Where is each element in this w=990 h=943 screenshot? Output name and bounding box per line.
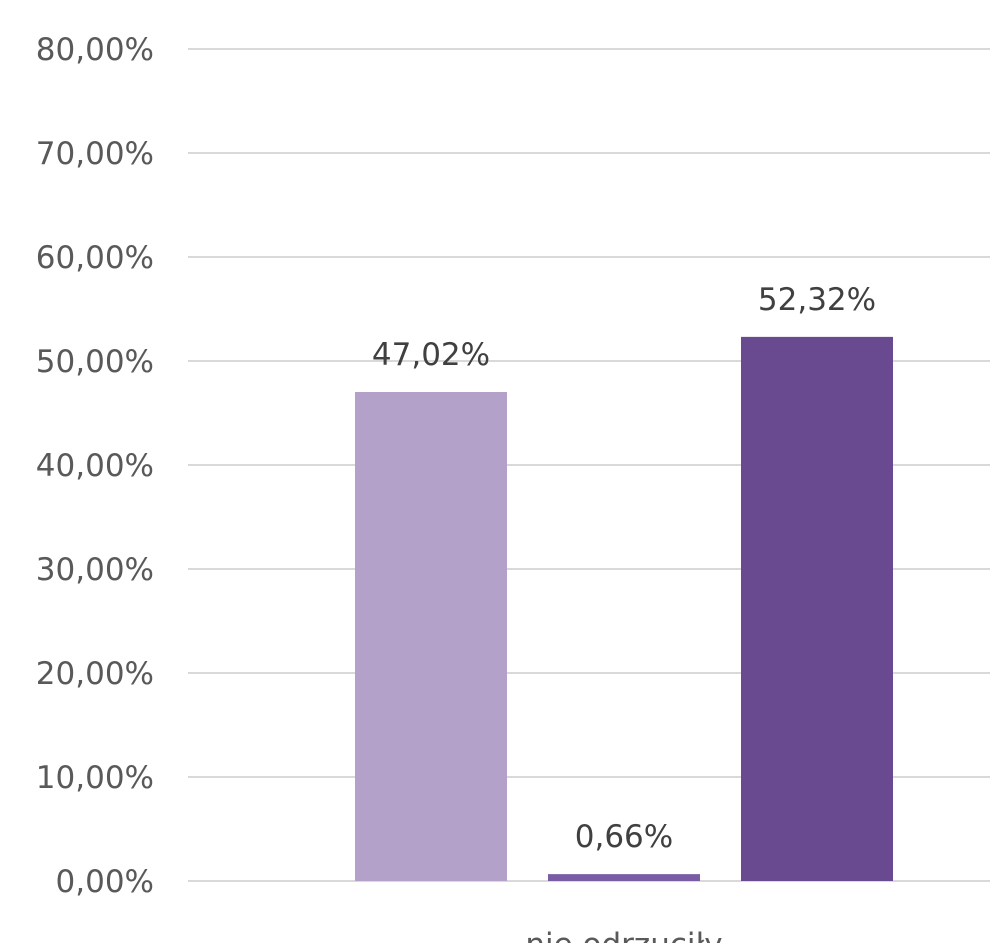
y-tick-label: 80,00% [36,32,154,68]
bar [355,391,507,881]
y-tick-label: 60,00% [36,240,154,276]
gridlines [188,48,990,882]
y-tick-label: 30,00% [36,552,154,588]
y-tick-label: 40,00% [36,448,154,484]
bar [741,336,893,881]
bar [548,874,700,881]
y-tick-label: 20,00% [36,656,154,692]
category-labels: nie odrzuciły [525,927,722,943]
y-tick-label: 10,00% [36,760,154,796]
bars [355,336,893,881]
y-tick-label: 0,00% [56,864,154,900]
y-tick-label: 50,00% [36,344,154,380]
y-tick-label: 70,00% [36,136,154,172]
data-label: 47,02% [372,337,490,373]
data-label: 0,66% [575,819,673,855]
data-labels: 47,02% 0,66% 52,32% [372,282,876,855]
y-axis-tick-labels: 0,00% 10,00% 20,00% 30,00% 40,00% 50,00% 60,00… [36,32,154,900]
data-label: 52,32% [758,282,876,318]
category-label: nie odrzuciły [525,927,722,943]
